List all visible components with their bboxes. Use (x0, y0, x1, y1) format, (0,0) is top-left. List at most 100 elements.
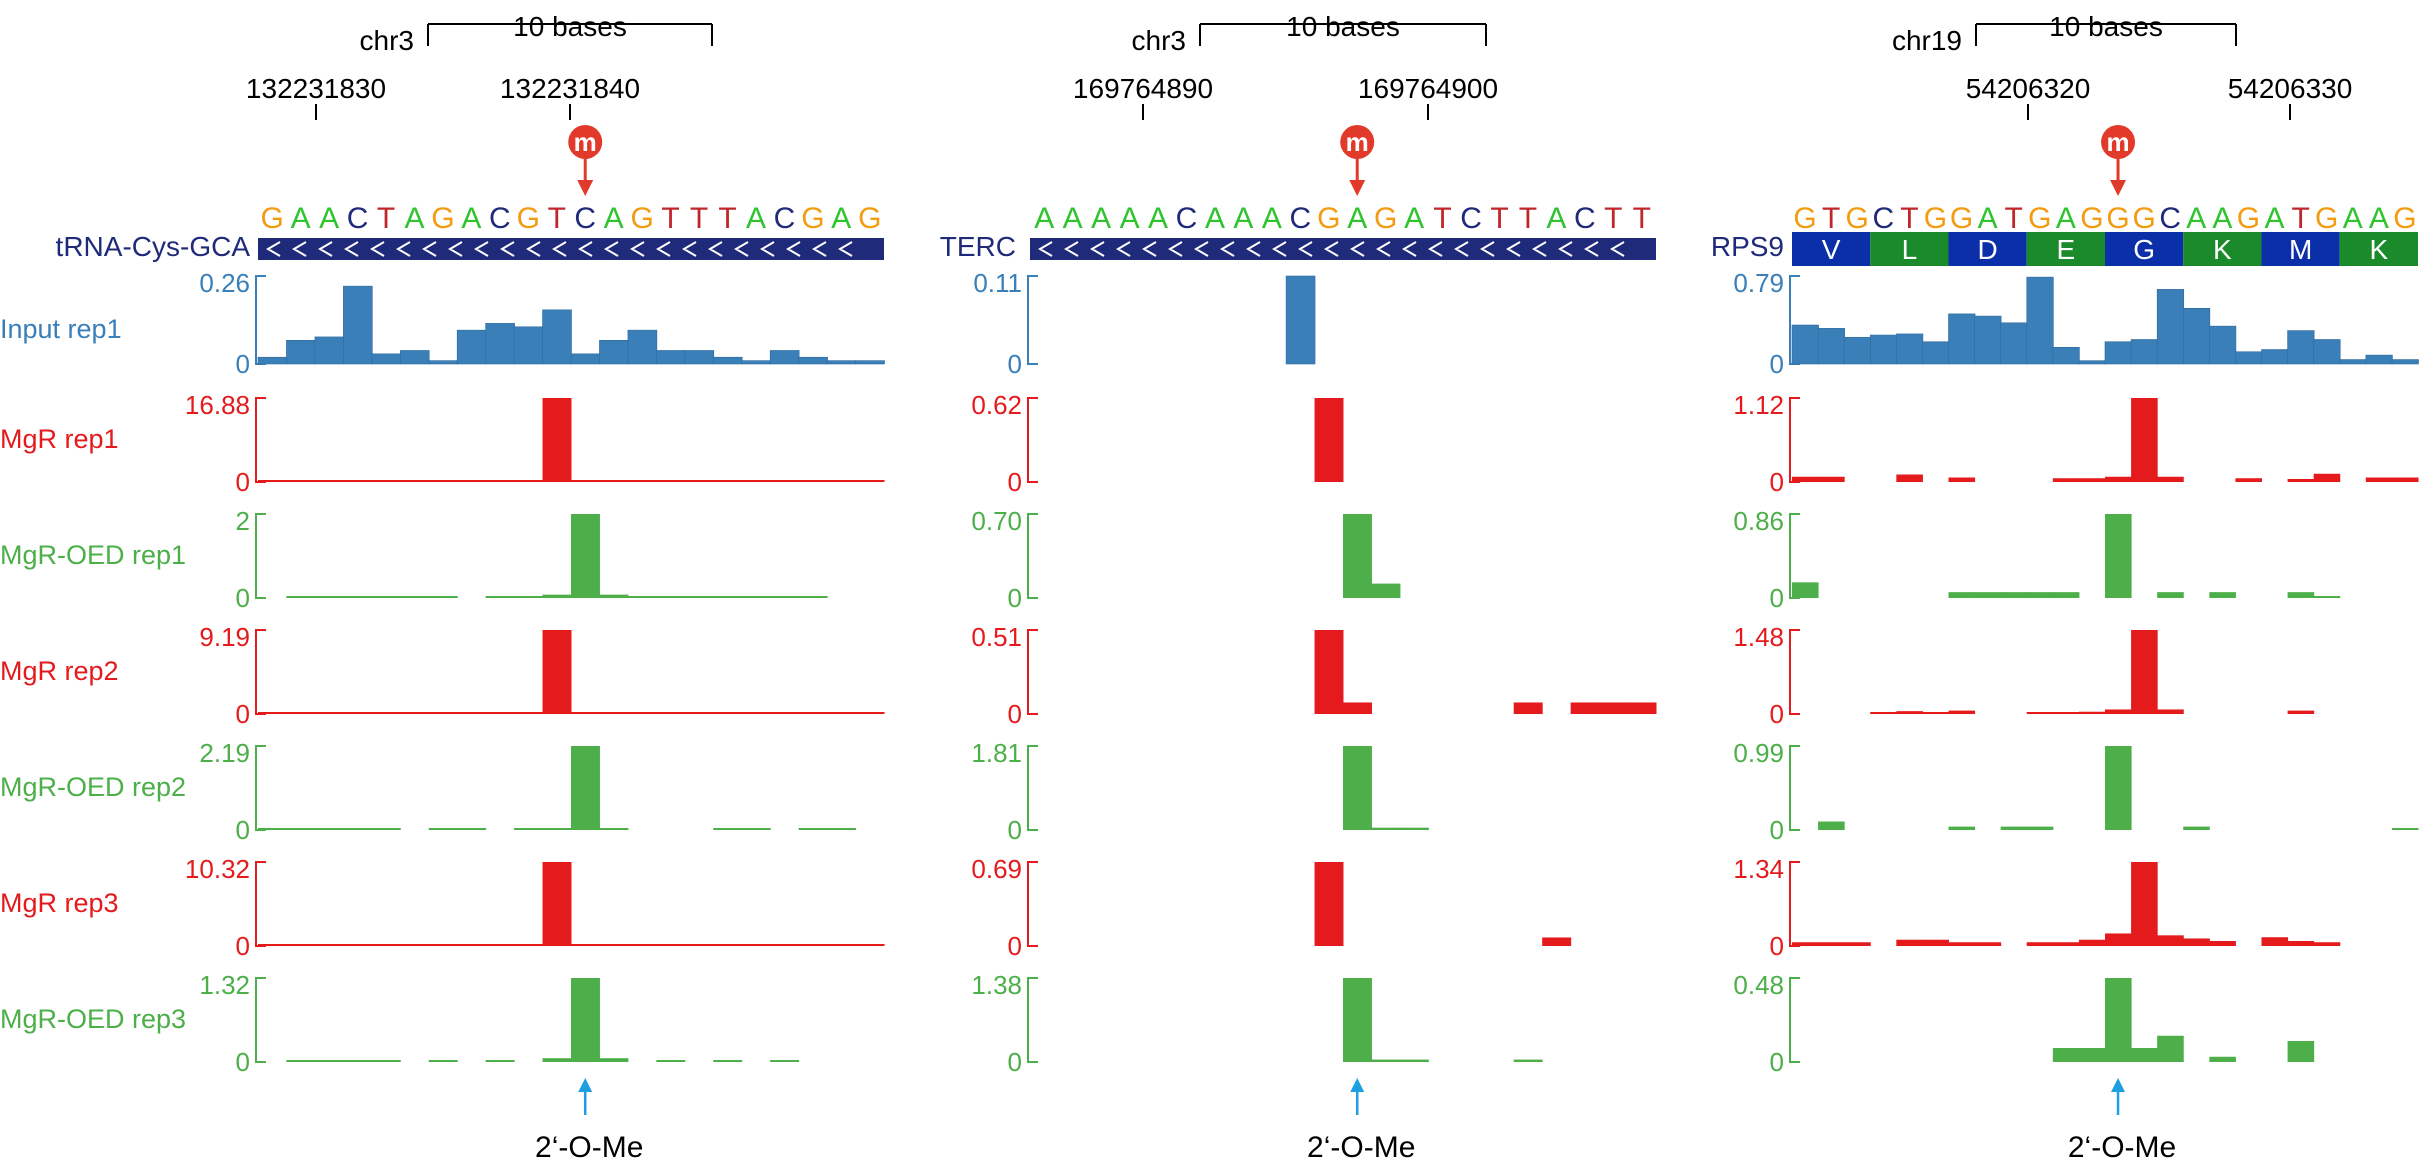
nucleotide-A: A (319, 202, 339, 235)
track-zero-label: 0 (1770, 931, 1784, 961)
track-zero-label: 0 (236, 699, 250, 729)
track-zero-label: 0 (1770, 467, 1784, 497)
signal-bar (1948, 592, 1976, 598)
amino-acid-label: G (2133, 234, 2155, 265)
track-max-label: 0.48 (1733, 970, 1784, 1000)
nucleotide-G: G (1793, 202, 1816, 235)
signal-bar (1599, 702, 1629, 714)
codon-box (2183, 232, 2262, 266)
signal-bar (400, 712, 430, 714)
signal-bar (2287, 479, 2315, 482)
signal-bar (2391, 359, 2419, 365)
signal-bar (599, 480, 629, 482)
signal-bar (2052, 346, 2080, 365)
signal-bar (770, 712, 800, 714)
track-axis (255, 745, 266, 831)
track-zero-label: 0 (236, 931, 250, 961)
signal-bar (798, 712, 828, 714)
signal-bar (258, 712, 287, 714)
track-axis (255, 861, 266, 947)
signal-bar (1896, 474, 1923, 482)
signal-bar (2052, 592, 2080, 598)
signal-bar (2209, 940, 2236, 946)
signal-bar (1792, 942, 1819, 946)
signal-bar (514, 596, 544, 598)
signal-bar (371, 353, 402, 365)
signal-bar (514, 828, 544, 830)
signal-bar (712, 356, 743, 365)
signal-bar (2157, 935, 2184, 946)
signal-bar (258, 944, 287, 946)
signal-bar (428, 828, 458, 830)
signal-bar (400, 480, 430, 482)
signal-bar (741, 828, 771, 830)
track-max-label: 1.48 (1733, 622, 1784, 652)
signal-track-input: 0.26 0 Input rep1 (0, 268, 885, 379)
track-max-label: 2.19 (199, 738, 250, 768)
nucleotide-T: T (548, 202, 566, 235)
signal-bar (286, 944, 316, 946)
signal-bar (627, 944, 657, 946)
nucleotide-T: T (377, 202, 395, 235)
nucleotide-A: A (1120, 202, 1140, 235)
nucleotide-G: G (2132, 202, 2155, 235)
signal-track-mgr: 0.62 0 (971, 390, 1344, 497)
track-axis (1027, 275, 1038, 365)
signal-bar (542, 398, 572, 482)
signal-bar (2078, 360, 2106, 365)
signal-bar (741, 360, 771, 365)
codon-box (2339, 232, 2418, 266)
signal-bar (456, 329, 487, 365)
signal-bar (343, 828, 373, 830)
signal-bar (2078, 939, 2106, 946)
signal-bar (741, 712, 771, 714)
nucleotide-A: A (831, 202, 851, 235)
track-zero-label: 0 (1770, 349, 1784, 379)
nucleotide-A: A (461, 202, 481, 235)
signal-bar (2026, 712, 2054, 714)
signal-bar (343, 944, 373, 946)
modification-arrow-icon (2111, 1078, 2126, 1115)
signal-bar (798, 944, 828, 946)
signal-track-oed: 0.99 0 (1733, 738, 2419, 845)
nucleotide-T: T (1604, 202, 1622, 235)
signal-bar (713, 1060, 743, 1062)
amino-acid-label: V (1822, 234, 1841, 265)
signal-bar (1974, 592, 2002, 598)
signal-bar (2287, 330, 2315, 365)
nucleotide-T: T (1822, 202, 1840, 235)
signal-bar (343, 285, 373, 365)
nucleotide-G: G (1317, 202, 1340, 235)
track-max-label: 1.12 (1733, 390, 1784, 420)
signal-bar (542, 630, 572, 714)
signal-bar (2078, 1048, 2106, 1062)
track-label: Input rep1 (0, 314, 122, 344)
nucleotide-G: G (630, 202, 653, 235)
signal-bar (656, 944, 686, 946)
signal-bar (314, 712, 344, 714)
nucleotide-A: A (1091, 202, 1111, 235)
signal-bar (599, 1058, 629, 1062)
nucleotide-T: T (1433, 202, 1451, 235)
coordinate-label: 169764900 (1358, 73, 1498, 104)
signal-bar (542, 594, 572, 598)
amino-acid-label: D (1978, 234, 1998, 265)
codon-K: K (2183, 232, 2262, 266)
nucleotide-T: T (2005, 202, 2023, 235)
signal-bar (1399, 1059, 1429, 1062)
track-axis (255, 275, 266, 365)
signal-bar (286, 596, 316, 598)
signal-bar (1948, 477, 1976, 482)
signal-bar (2052, 712, 2080, 714)
nucleotide-A: A (1262, 202, 1282, 235)
scale-bar-label: 10 bases (1286, 11, 1400, 42)
nucleotide-C: C (347, 202, 369, 235)
nucleotide-G: G (2106, 202, 2129, 235)
signal-bar (400, 944, 430, 946)
arrow-head (1350, 1078, 1365, 1092)
signal-track-oed: 0.86 0 (1733, 506, 2341, 613)
signal-bar (2157, 1035, 2184, 1062)
amino-acid-label: E (2057, 234, 2076, 265)
